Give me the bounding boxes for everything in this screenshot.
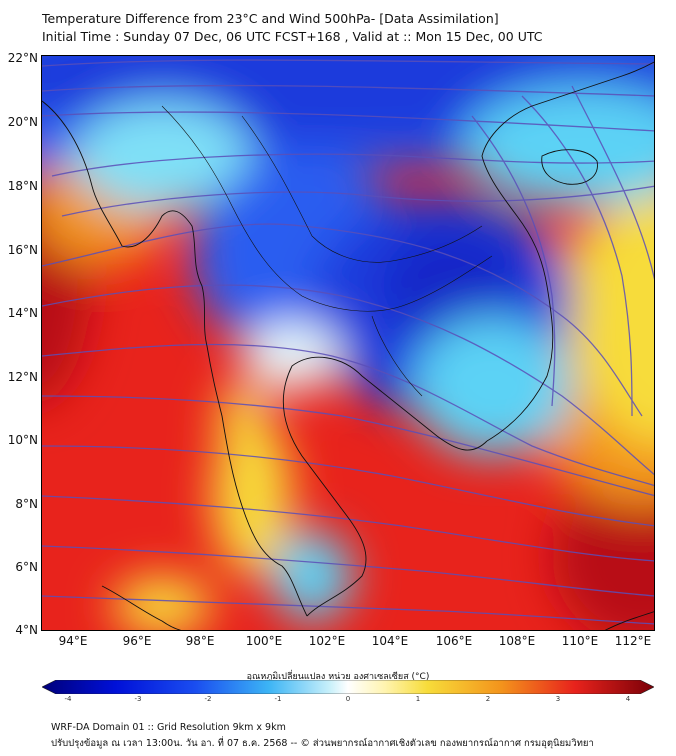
footer-model-info: WRF-DA Domain 01 :: Grid Resolution 9km …: [51, 722, 286, 733]
lon-label: 98°E: [185, 634, 215, 648]
lat-label: 4°N: [15, 623, 38, 637]
coastlines: [42, 61, 654, 630]
lat-label: 10°N: [7, 433, 38, 447]
map-title: Temperature Difference from 23°C and Win…: [42, 11, 499, 26]
map-panel: [41, 55, 655, 631]
colorbar-tick: 2: [485, 695, 491, 703]
lon-label: 102°E: [308, 634, 346, 648]
lon-label: 94°E: [58, 634, 88, 648]
temperature-map: [42, 56, 654, 630]
lat-label: 14°N: [7, 306, 38, 320]
lon-label: 104°E: [371, 634, 409, 648]
colorbar-tick: -2: [204, 695, 212, 703]
colorbar-tick: 4: [625, 695, 631, 703]
temperature-anomaly-layer: [42, 56, 654, 630]
lat-label: 20°N: [7, 115, 38, 129]
colorbar-tick: -4: [64, 695, 72, 703]
lat-label: 12°N: [7, 370, 38, 384]
map-subtitle: Initial Time : Sunday 07 Dec, 06 UTC FCS…: [42, 29, 543, 44]
footer-credit: ปรับปรุงข้อมูล ณ เวลา 13:00น. วัน อา. ที…: [51, 738, 594, 749]
colorbar-tick: -1: [274, 695, 282, 703]
colorbar-tick: -3: [134, 695, 142, 703]
lon-label: 108°E: [498, 634, 536, 648]
lat-label: 18°N: [7, 179, 38, 193]
colorbar-tick: 1: [415, 695, 421, 703]
lon-label: 110°E: [561, 634, 599, 648]
colorbar-tick: 0: [345, 695, 351, 703]
colorbar-caption: อุณหภูมิเปลี่ยนแปลง หน่วย องศาเซลเซียส (…: [246, 672, 430, 682]
colorbar-tick: 3: [555, 695, 561, 703]
lon-label: 96°E: [122, 634, 152, 648]
colorbar: [42, 680, 654, 694]
lat-label: 22°N: [7, 51, 38, 65]
lon-label: 106°E: [435, 634, 473, 648]
lat-label: 16°N: [7, 243, 38, 257]
wind-streamlines: [42, 59, 654, 625]
lon-label: 112°E: [614, 634, 652, 648]
lon-label: 100°E: [245, 634, 283, 648]
lat-label: 6°N: [15, 560, 38, 574]
lat-label: 8°N: [15, 497, 38, 511]
